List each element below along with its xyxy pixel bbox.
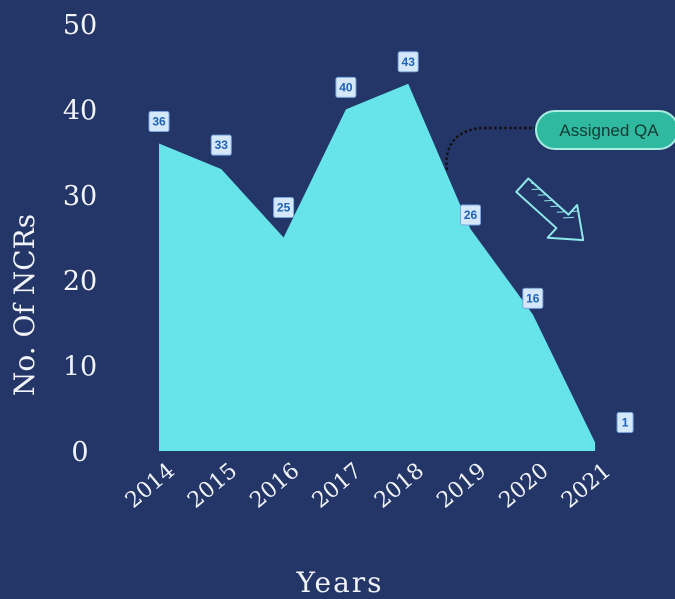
annotation-label: Assigned QA: [559, 121, 659, 140]
data-label-box: [148, 111, 170, 133]
x-tick-label: 2017: [308, 458, 367, 513]
data-label: 26: [460, 204, 481, 226]
data-label-value: 16: [526, 291, 540, 305]
data-label-box: [210, 134, 232, 156]
data-label-box: [397, 51, 419, 73]
x-tick-label: 2015: [183, 458, 242, 513]
x-tick-label: 2019: [432, 458, 491, 513]
area-series: [159, 83, 596, 451]
data-labels: 36 33 25 40 43 26 16 1: [148, 51, 634, 433]
y-axis-ticks: 0 10 20 30 40 50: [63, 10, 97, 468]
data-label-value: 43: [402, 55, 416, 69]
data-label-box: [273, 197, 295, 218]
x-axis-title: Years: [295, 566, 383, 599]
data-label-value: 25: [277, 201, 291, 215]
x-axis-ticks: 2014 2015 2016 2017 2018 2019 2020 2021: [121, 458, 616, 513]
x-tick-label: 2016: [245, 458, 304, 513]
annotation-connector: [445, 126, 540, 171]
x-tick-label: 2020: [495, 458, 554, 513]
y-tick-label: 50: [63, 10, 97, 41]
area-layer: [159, 83, 596, 451]
x-tick-label: 2014: [121, 458, 180, 513]
x-tick-label: 2021: [557, 458, 616, 513]
data-label: 16: [522, 287, 544, 309]
data-label-value: 1: [622, 415, 629, 429]
data-label: 33: [210, 134, 232, 156]
data-label: 25: [273, 197, 295, 218]
y-axis-title: No. Of NCRs: [8, 214, 41, 396]
x-tick-label: 2018: [370, 458, 429, 513]
data-label-value: 40: [339, 80, 353, 94]
data-label: 1: [616, 411, 634, 433]
y-tick-label: 30: [63, 181, 97, 212]
data-label: 36: [148, 111, 170, 133]
y-tick-label: 40: [63, 95, 97, 126]
data-label-box: [335, 76, 357, 98]
trend-arrow-icon: [515, 177, 585, 242]
data-label-value: 26: [464, 208, 478, 222]
data-label-box: [460, 204, 481, 226]
y-tick-label: 20: [63, 266, 97, 297]
data-label-box: [616, 411, 634, 433]
data-label-box: [522, 287, 544, 309]
data-label: 40: [335, 76, 357, 98]
y-tick-label: 10: [63, 352, 97, 383]
data-label-value: 33: [215, 138, 229, 152]
data-label: 43: [397, 51, 419, 73]
y-tick-label: 0: [71, 437, 88, 468]
annotation-pill: [535, 110, 675, 150]
data-label-value: 36: [152, 115, 166, 129]
